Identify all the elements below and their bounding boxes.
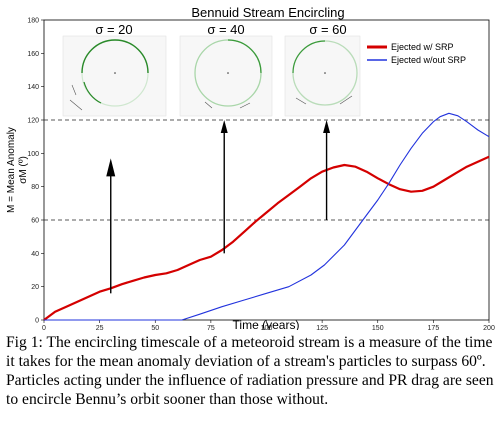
- annotation-label-2: σ = 40: [207, 22, 244, 37]
- x-axis-ticks: 0 25 50 75 100 125 150 175 200: [42, 320, 495, 330]
- y-tick-label: 0: [35, 318, 39, 325]
- y-tick-label: 40: [31, 251, 39, 258]
- annotation-arrow-head-2: [220, 120, 228, 133]
- orbit-inset-1: [62, 35, 167, 117]
- y-axis-title-2: σM (º): [18, 156, 29, 184]
- y-tick-label: 160: [27, 51, 39, 58]
- series-line-no-srp: [44, 112, 490, 321]
- chart-figure: Bennuid Stream Encircling 0 25 50 75 100 125 1…: [6, 5, 495, 330]
- annotation-label-3: σ = 60: [309, 22, 346, 37]
- x-tick-label: 0: [42, 325, 46, 330]
- x-axis-title: Time (years): [233, 318, 300, 330]
- x-tick-label: 100: [261, 325, 273, 330]
- y-tick-label: 180: [27, 18, 39, 25]
- y-axis-ticks: 0 20 40 60 80 100 120 140 160 180: [27, 18, 44, 325]
- y-tick-label: 80: [31, 184, 39, 191]
- annotation-arrow-head-1: [106, 158, 116, 177]
- x-tick-label: 125: [316, 325, 328, 330]
- orbit-inset-group: [62, 35, 361, 117]
- annotation-label-1: σ = 20: [95, 22, 132, 37]
- x-tick-label: 175: [428, 325, 440, 330]
- x-tick-label: 200: [483, 325, 495, 330]
- y-tick-label: 120: [27, 118, 39, 125]
- y-tick-label: 100: [27, 151, 39, 158]
- x-tick-label: 75: [207, 325, 215, 330]
- annotation-arrows: [106, 120, 331, 294]
- orbit-inset-2: [179, 35, 273, 117]
- legend-label-srp: Ejected w/ SRP: [391, 42, 454, 52]
- legend-label-no-srp: Ejected w/out SRP: [391, 55, 466, 65]
- x-tick-label: 25: [96, 325, 104, 330]
- figure-caption: Fig 1: The encircling timescale of a met…: [6, 334, 494, 408]
- y-tick-label: 60: [31, 218, 39, 225]
- x-tick-label: 150: [372, 325, 384, 330]
- y-tick-label: 20: [31, 284, 39, 291]
- chart-title: Bennuid Stream Encircling: [191, 5, 344, 20]
- legend: Ejected w/ SRP Ejected w/out SRP: [367, 42, 466, 65]
- series-group: [43, 112, 490, 321]
- x-tick-label: 50: [151, 325, 159, 330]
- y-tick-label: 140: [27, 84, 39, 91]
- annotation-arrow-head-3: [323, 120, 331, 133]
- series-line-srp: [43, 155, 490, 321]
- orbit-inset-3: [284, 35, 361, 117]
- y-axis-title: M = Mean Anomaly: [6, 127, 17, 213]
